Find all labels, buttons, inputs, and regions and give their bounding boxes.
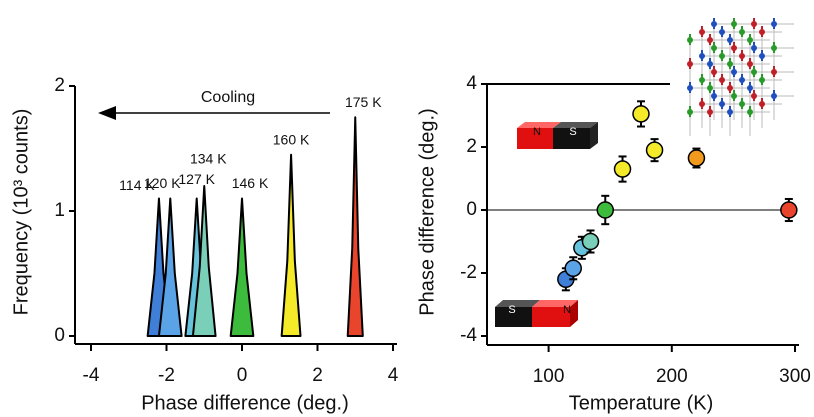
point bbox=[581, 232, 600, 251]
atom bbox=[699, 101, 705, 107]
peak-label: 134 K bbox=[190, 151, 227, 167]
atom bbox=[739, 101, 745, 107]
atom bbox=[759, 29, 765, 35]
atom bbox=[727, 85, 733, 91]
x-axis-label: Temperature (K) bbox=[569, 392, 714, 414]
atom bbox=[719, 77, 725, 83]
lattice-illustration bbox=[687, 18, 794, 136]
point bbox=[645, 141, 664, 159]
peak-label: 114 K bbox=[119, 177, 155, 193]
peak-label: 120 K bbox=[144, 175, 181, 191]
atom bbox=[731, 45, 737, 51]
atom bbox=[771, 21, 777, 27]
atom bbox=[687, 85, 693, 91]
atom bbox=[711, 69, 717, 75]
x-tick-label: 4 bbox=[388, 365, 399, 386]
peak-label: 160 K bbox=[273, 131, 310, 147]
atom bbox=[699, 77, 705, 83]
atom bbox=[771, 69, 777, 75]
magnet-lower: S N bbox=[495, 300, 578, 327]
x-tick-label: 100 bbox=[533, 366, 565, 387]
peak bbox=[157, 197, 183, 337]
atom bbox=[699, 29, 705, 35]
atom bbox=[711, 45, 717, 51]
x-tick-label: -4 bbox=[83, 365, 100, 386]
atom bbox=[751, 69, 757, 75]
atom bbox=[771, 93, 777, 99]
y-axis-label: Frequency (10³ counts) bbox=[10, 109, 32, 316]
atom bbox=[719, 29, 725, 35]
atom bbox=[759, 53, 765, 59]
atom bbox=[759, 101, 765, 107]
y-tick-label: 4 bbox=[466, 73, 477, 94]
atom bbox=[707, 37, 713, 43]
peak bbox=[280, 153, 302, 337]
x-tick-label: 200 bbox=[656, 366, 688, 387]
magnet-pole: S bbox=[569, 126, 576, 138]
peak bbox=[191, 185, 217, 337]
atom bbox=[687, 37, 693, 43]
peak bbox=[229, 197, 255, 337]
atom bbox=[747, 85, 753, 91]
y-tick-label: -2 bbox=[460, 262, 477, 283]
atom bbox=[707, 109, 713, 115]
y-tick-label: 2 bbox=[54, 75, 65, 96]
x-tick-label: -2 bbox=[158, 365, 175, 386]
atom bbox=[727, 109, 733, 115]
atom bbox=[727, 37, 733, 43]
atom bbox=[711, 93, 717, 99]
point bbox=[632, 105, 650, 123]
peak-label: 127 K bbox=[178, 171, 215, 187]
point bbox=[687, 149, 706, 167]
atom bbox=[751, 93, 757, 99]
atom bbox=[719, 101, 725, 107]
atom bbox=[731, 93, 737, 99]
magnet-pole: N bbox=[533, 126, 541, 138]
atom bbox=[739, 77, 745, 83]
magnet-pole: N bbox=[563, 304, 571, 316]
atom bbox=[747, 109, 753, 115]
atom bbox=[731, 69, 737, 75]
atom bbox=[759, 77, 765, 83]
x-axis-label: Phase difference (deg.) bbox=[141, 392, 349, 414]
y-tick-label: 1 bbox=[54, 200, 65, 221]
y-tick-label: 0 bbox=[54, 325, 65, 346]
point bbox=[564, 259, 582, 278]
y-tick-label: -4 bbox=[460, 325, 477, 346]
x-tick-label: 300 bbox=[779, 366, 811, 387]
atom bbox=[739, 29, 745, 35]
atom bbox=[771, 45, 777, 51]
annotation: Cooling bbox=[201, 89, 255, 106]
peak-label: 146 K bbox=[232, 175, 269, 191]
atom bbox=[711, 21, 717, 27]
atom bbox=[687, 109, 693, 115]
point bbox=[596, 201, 615, 219]
arrow-head bbox=[98, 106, 116, 120]
atom bbox=[687, 61, 693, 67]
y-tick-label: 2 bbox=[466, 136, 477, 157]
magnet-upper: N S bbox=[517, 122, 598, 149]
atom bbox=[751, 21, 757, 27]
atom bbox=[751, 45, 757, 51]
atom bbox=[747, 61, 753, 67]
atom bbox=[699, 53, 705, 59]
atom bbox=[707, 85, 713, 91]
atom bbox=[739, 53, 745, 59]
atom bbox=[747, 37, 753, 43]
atom bbox=[719, 53, 725, 59]
x-tick-label: 0 bbox=[237, 365, 248, 386]
atom bbox=[727, 61, 733, 67]
atom bbox=[707, 61, 713, 67]
peak-label: 175 K bbox=[345, 94, 382, 110]
magnet-pole: S bbox=[508, 304, 515, 316]
atom bbox=[731, 21, 737, 27]
x-tick-label: 2 bbox=[312, 365, 323, 386]
point bbox=[780, 201, 798, 219]
y-tick-label: 0 bbox=[466, 199, 477, 220]
peak bbox=[346, 116, 364, 337]
y-axis-label: Phase difference (deg.) bbox=[416, 108, 438, 316]
point bbox=[613, 160, 632, 178]
